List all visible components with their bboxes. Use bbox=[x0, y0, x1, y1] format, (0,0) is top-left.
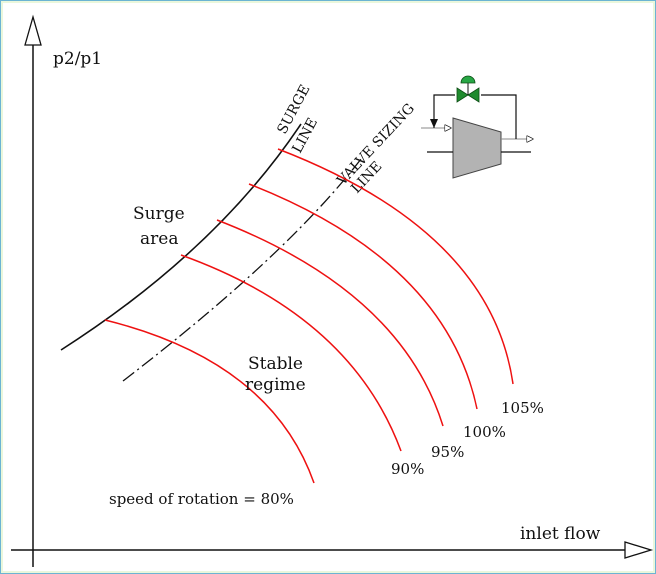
x-axis-label: inlet flow bbox=[520, 524, 601, 544]
y-axis-label: p2/p1 bbox=[53, 49, 102, 69]
speed-label-105: 105% bbox=[501, 399, 544, 417]
surge-area-label-1: Surge bbox=[133, 204, 185, 224]
speed-label-80: speed of rotation = 80% bbox=[109, 490, 294, 508]
y-axis bbox=[24, 14, 42, 567]
x-axis-arrow-icon bbox=[624, 541, 654, 559]
speed-curve-90 bbox=[180, 254, 402, 452]
speed-curves bbox=[104, 148, 514, 484]
valve-sizing-line bbox=[122, 158, 362, 382]
x-axis bbox=[11, 541, 654, 559]
surge-area-label-2: area bbox=[140, 229, 178, 249]
speed-label-90: 90% bbox=[391, 460, 424, 478]
y-axis-arrow-icon bbox=[24, 14, 42, 46]
actuator-icon bbox=[460, 75, 476, 84]
surge-line bbox=[60, 123, 302, 351]
valve-icon bbox=[456, 87, 469, 103]
compressor-body bbox=[452, 117, 502, 179]
compressor-with-recycle-valve-icon bbox=[421, 75, 533, 179]
speed-curve-105 bbox=[277, 148, 514, 385]
speed-label-95: 95% bbox=[431, 443, 464, 461]
speed-curve-80 bbox=[104, 319, 315, 484]
recycle-line bbox=[481, 94, 517, 139]
stable-regime-label-1: Stable bbox=[248, 354, 303, 374]
speed-curve-100 bbox=[248, 183, 478, 410]
speed-curve-95 bbox=[216, 219, 444, 427]
stable-regime-label-2: regime bbox=[245, 375, 306, 395]
recycle-arrow-icon bbox=[430, 119, 438, 128]
speed-label-100: 100% bbox=[463, 423, 506, 441]
